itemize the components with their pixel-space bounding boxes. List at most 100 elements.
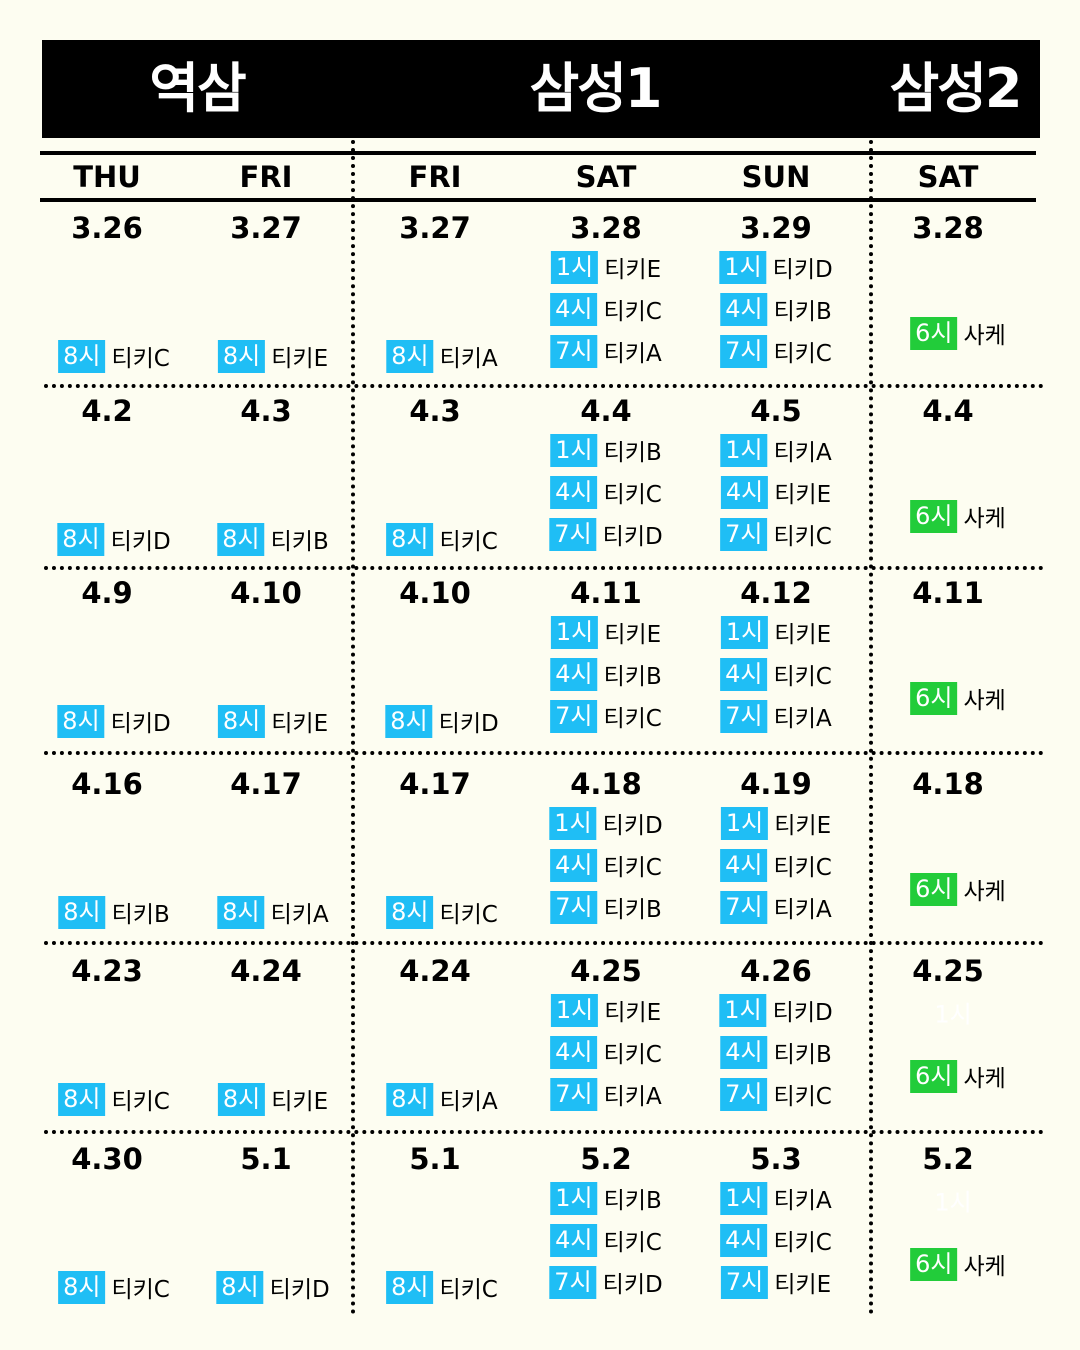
performer-label: 티키A xyxy=(603,341,662,367)
time-badge: 8시 xyxy=(217,1082,266,1116)
time-badge: 1시 xyxy=(720,433,768,467)
header-bottom-line xyxy=(40,198,1036,202)
date-label: 4.9 xyxy=(81,576,133,610)
time-badge: 4시 xyxy=(720,475,769,509)
performer-label: 티키C xyxy=(439,1277,498,1303)
schedule-slot: 8시 티키D xyxy=(216,1270,330,1304)
date-label: 4.16 xyxy=(71,767,143,801)
day-header: THU xyxy=(73,160,141,194)
schedule-slot: 6시 사케 xyxy=(910,1247,1006,1281)
performer-label: 티키D xyxy=(110,711,171,737)
time-badge: 4시 xyxy=(550,848,598,882)
performer-label: 사케 xyxy=(963,506,1006,532)
date-label: 4.18 xyxy=(912,767,984,801)
performer-label: 티키C xyxy=(111,346,170,372)
date-label: 4.24 xyxy=(230,954,302,988)
schedule-slot: 8시 티키B xyxy=(217,522,329,556)
schedule-slot: 1시 티키E xyxy=(550,250,661,284)
date-label: 4.12 xyxy=(740,576,812,610)
time-badge: 1시 xyxy=(550,250,599,284)
performer-label: 티키C xyxy=(773,524,832,550)
performer-label: 티키A xyxy=(439,346,498,372)
time-badge: 6시 xyxy=(910,681,958,715)
time-badge: 4시 xyxy=(720,292,768,326)
performer-label: 사케 xyxy=(963,879,1006,905)
schedule-slot: 7시 티키E xyxy=(720,1265,831,1299)
row-divider xyxy=(44,566,1044,570)
performer-label: 티키B xyxy=(773,299,832,325)
schedule-slot: 8시 티키B xyxy=(58,895,170,929)
time-badge: 4시 xyxy=(550,475,598,509)
ghost-time-text: 1시 xyxy=(934,1000,972,1029)
performer-label: 티키C xyxy=(603,482,662,508)
performer-label: 티키E xyxy=(774,622,832,648)
date-label: 4.4 xyxy=(580,394,632,428)
performer-label: 티키A xyxy=(773,1188,832,1214)
schedule-slot: 6시 사케 xyxy=(910,499,1006,533)
date-label: 4.26 xyxy=(740,954,812,988)
date-label: 5.1 xyxy=(409,1142,461,1176)
time-badge: 1시 xyxy=(550,433,598,467)
date-label: 4.3 xyxy=(240,394,292,428)
schedule-slot: 4시 티키C xyxy=(720,657,832,691)
performer-label: 티키E xyxy=(271,1089,329,1115)
performer-label: 티키B xyxy=(603,440,662,466)
schedule-slot: 4시 티키C xyxy=(550,292,662,326)
row-divider xyxy=(44,941,1044,945)
schedule-slot: 4시 티키B xyxy=(550,657,662,691)
schedule-slot: 8시 티키C xyxy=(386,895,498,929)
divider-yeoksam-samseong1 xyxy=(351,140,355,1315)
date-label: 4.23 xyxy=(71,954,143,988)
time-badge: 8시 xyxy=(386,895,434,929)
performer-label: 티키D xyxy=(772,1000,833,1026)
performer-label: 티키E xyxy=(604,622,662,648)
performer-label: 티키C xyxy=(603,855,662,881)
schedule-slot: 1시 티키D xyxy=(719,993,833,1027)
time-badge: 1시 xyxy=(719,250,767,284)
performer-label: 티키D xyxy=(438,711,499,737)
time-badge: 8시 xyxy=(57,522,105,556)
time-badge: 8시 xyxy=(58,339,106,373)
performer-label: 티키E xyxy=(271,346,329,372)
schedule-slot: 8시 티키D xyxy=(57,522,171,556)
date-label: 4.11 xyxy=(912,576,984,610)
performer-label: 티키D xyxy=(602,1272,663,1298)
time-badge: 7시 xyxy=(720,517,768,551)
schedule-slot: 8시 티키C xyxy=(58,1270,170,1304)
date-label: 4.5 xyxy=(750,394,802,428)
time-badge: 7시 xyxy=(549,1265,597,1299)
time-badge: 4시 xyxy=(720,1035,768,1069)
performer-label: 티키C xyxy=(603,1042,662,1068)
time-badge: 8시 xyxy=(216,1270,264,1304)
time-badge: 7시 xyxy=(720,1077,768,1111)
schedule-slot: 8시 티키D xyxy=(57,704,171,738)
time-badge: 8시 xyxy=(386,1270,434,1304)
time-badge: 7시 xyxy=(720,699,768,733)
schedule-slot: 8시 티키C xyxy=(58,1082,170,1116)
date-label: 5.2 xyxy=(580,1142,632,1176)
schedule-slot: 7시 티키A xyxy=(550,334,662,368)
date-label: 5.1 xyxy=(240,1142,292,1176)
time-badge: 7시 xyxy=(550,890,598,924)
date-label: 3.27 xyxy=(230,211,302,245)
schedule-slot: 7시 티키A xyxy=(720,699,832,733)
date-label: 4.10 xyxy=(230,576,302,610)
time-badge: 6시 xyxy=(910,872,958,906)
time-badge: 1시 xyxy=(720,1181,768,1215)
performer-label: 티키E xyxy=(604,1000,662,1026)
time-badge: 7시 xyxy=(720,1265,769,1299)
schedule-slot: 4시 티키B xyxy=(720,1035,832,1069)
schedule-slot: 8시 티키A xyxy=(386,1082,498,1116)
time-badge: 1시 xyxy=(549,806,597,840)
performer-label: 티키C xyxy=(773,341,832,367)
performer-label: 티키C xyxy=(439,529,498,555)
schedule-slot: 1시 티키A xyxy=(720,1181,832,1215)
performer-label: 티키A xyxy=(439,1089,498,1115)
time-badge: 8시 xyxy=(386,522,434,556)
schedule-slot: 8시 티키C xyxy=(386,522,498,556)
date-label: 4.25 xyxy=(912,954,984,988)
time-badge: 4시 xyxy=(720,848,768,882)
schedule-slot: 6시 사케 xyxy=(910,1059,1006,1093)
time-badge: 8시 xyxy=(386,339,434,373)
date-label: 4.30 xyxy=(71,1142,143,1176)
